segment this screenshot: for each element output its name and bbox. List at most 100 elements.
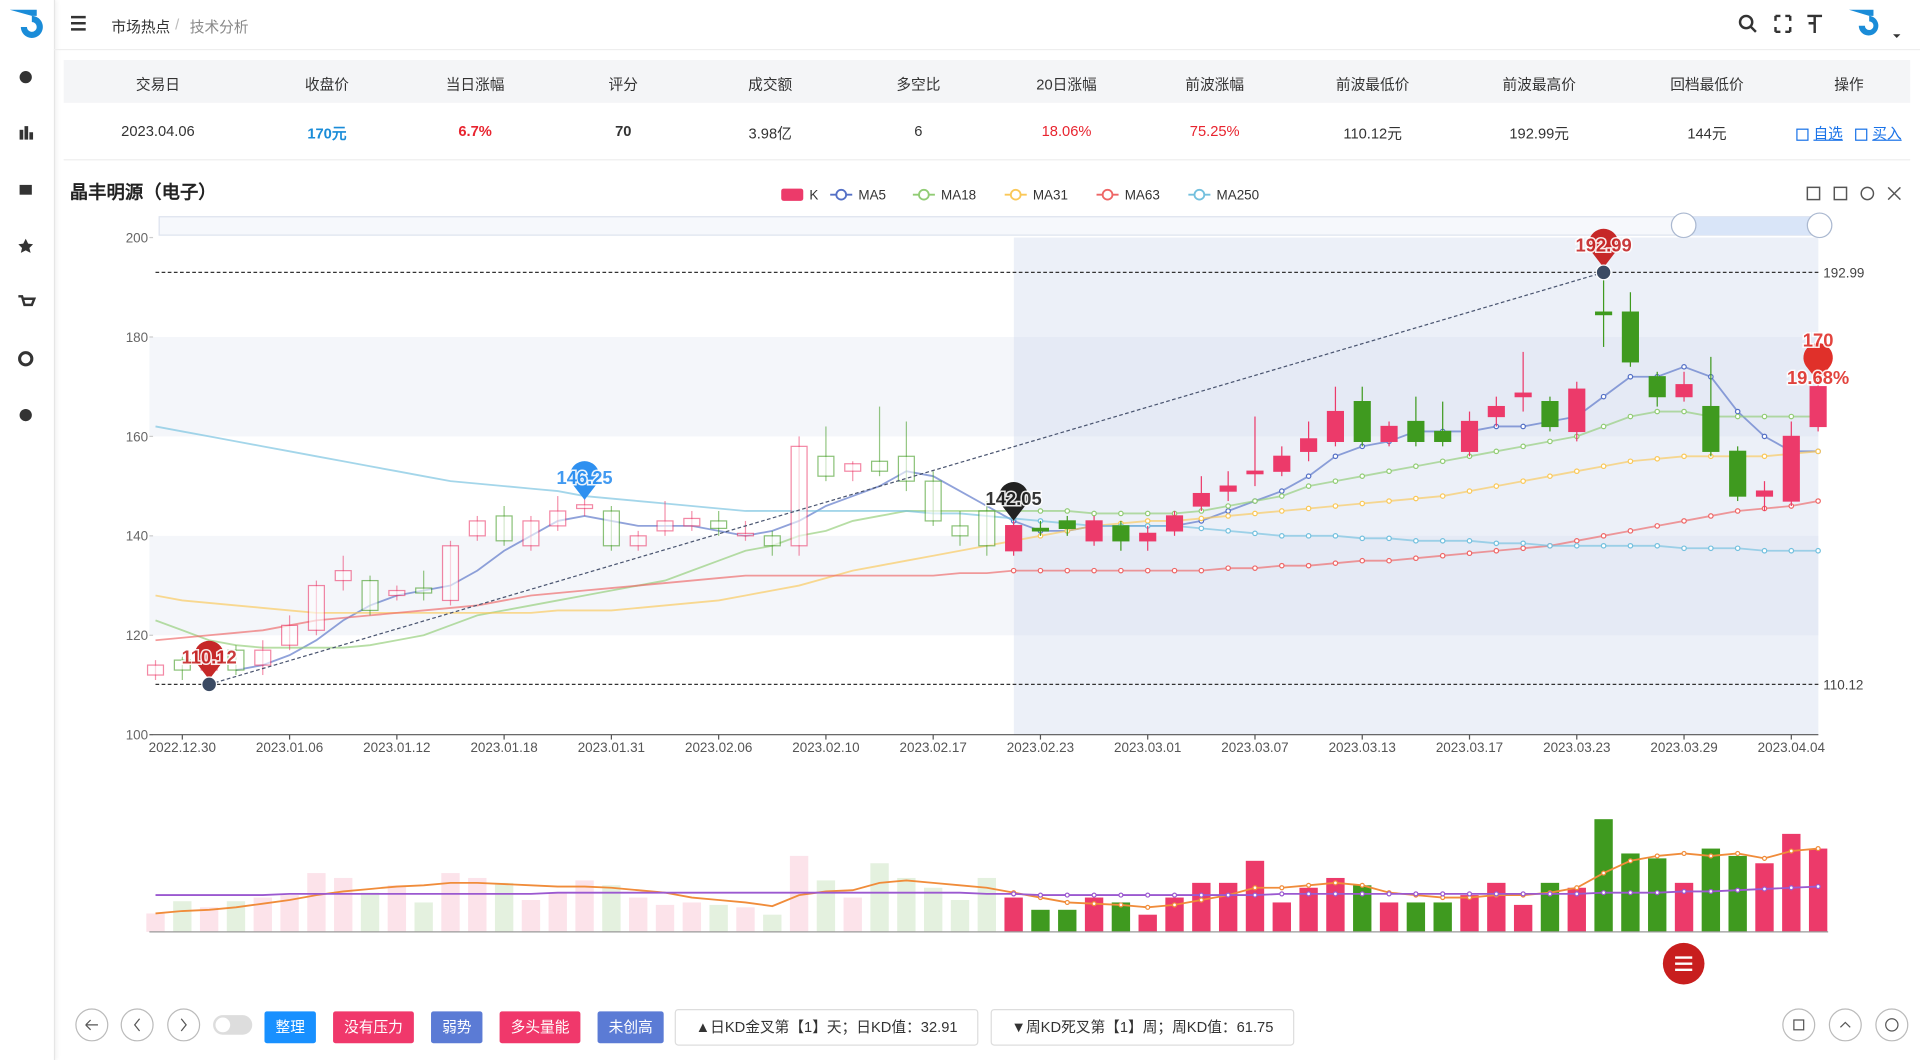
volume-bar bbox=[387, 885, 407, 932]
cell: 170元 bbox=[307, 124, 347, 143]
datazoom-handle[interactable] bbox=[1670, 212, 1697, 239]
marker-pin bbox=[1588, 228, 1619, 268]
volume-ma-point bbox=[1332, 891, 1339, 897]
datazoom-track[interactable] bbox=[158, 216, 1819, 236]
ma-point bbox=[1761, 547, 1768, 554]
volume-ma-point bbox=[1145, 904, 1151, 910]
zoom-tool[interactable] bbox=[1806, 186, 1821, 201]
volume-bar bbox=[1218, 882, 1238, 932]
ma-point bbox=[1600, 393, 1607, 400]
candle-body bbox=[1729, 450, 1747, 497]
marker-point bbox=[201, 676, 218, 693]
zoom-reset-tool[interactable] bbox=[1833, 186, 1848, 201]
card-icon[interactable] bbox=[19, 184, 32, 195]
volume-ma-point bbox=[1332, 880, 1339, 886]
globe-icon[interactable] bbox=[19, 71, 32, 84]
ma-point bbox=[1681, 363, 1687, 370]
legend-label: MA31 bbox=[1033, 188, 1068, 203]
ma-point bbox=[1788, 413, 1795, 420]
volume-ma-point bbox=[1547, 891, 1553, 897]
ma-point bbox=[1305, 533, 1312, 539]
candle-body bbox=[415, 587, 433, 594]
ma-point bbox=[1734, 508, 1741, 514]
copy-button[interactable] bbox=[1782, 1008, 1816, 1042]
search-icon[interactable] bbox=[1738, 14, 1754, 30]
logo[interactable] bbox=[9, 9, 43, 38]
marker-label: 142.05 bbox=[986, 488, 1042, 509]
tag[interactable]: 未创高 bbox=[597, 1011, 664, 1044]
next-button[interactable] bbox=[167, 1008, 201, 1042]
volume-bar bbox=[280, 895, 299, 932]
star-icon[interactable] bbox=[18, 238, 34, 253]
candle-body bbox=[1648, 376, 1666, 398]
first-button[interactable] bbox=[75, 1008, 109, 1042]
breadcrumb-separator: / bbox=[175, 15, 180, 34]
volume-bar bbox=[521, 900, 541, 932]
cart-icon[interactable] bbox=[18, 295, 37, 307]
tag[interactable]: 没有压力 bbox=[333, 1011, 414, 1044]
save-tool[interactable] bbox=[1887, 186, 1901, 201]
ma-point bbox=[1654, 408, 1661, 415]
ma-point bbox=[1547, 542, 1553, 549]
ma-point bbox=[1627, 413, 1634, 420]
candle-body bbox=[1541, 400, 1559, 428]
ma-point bbox=[1118, 567, 1124, 574]
restore-tool[interactable] bbox=[1860, 186, 1875, 201]
column-header: 前波最高价 bbox=[1502, 75, 1576, 94]
target-icon[interactable] bbox=[18, 351, 34, 367]
volume-bar bbox=[1567, 887, 1586, 932]
volume-bar bbox=[1031, 909, 1050, 932]
ma-point bbox=[1761, 433, 1768, 440]
legend-swatch bbox=[1009, 188, 1022, 201]
column-header: 当日涨幅 bbox=[445, 75, 505, 94]
x-tick-label: 2023.02.06 bbox=[685, 740, 752, 755]
action-link[interactable]: 自选 bbox=[1813, 124, 1843, 143]
cell: 75.25% bbox=[1189, 122, 1240, 140]
volume-bar bbox=[1004, 897, 1023, 932]
ma-point bbox=[1144, 518, 1151, 524]
ma-point bbox=[1627, 373, 1634, 380]
cell: 6.7% bbox=[458, 122, 492, 140]
menu-icon[interactable] bbox=[71, 15, 86, 31]
candle-body bbox=[1112, 525, 1130, 542]
y-tick-label: 100 bbox=[126, 728, 148, 743]
ma-point bbox=[1708, 545, 1714, 552]
tag[interactable]: 多头量能 bbox=[499, 1011, 581, 1044]
ma-point bbox=[1573, 537, 1580, 544]
column-header: 操作 bbox=[1834, 75, 1864, 94]
datazoom-window[interactable] bbox=[1683, 216, 1819, 236]
candle-body bbox=[1273, 455, 1291, 472]
ma-point bbox=[1520, 478, 1526, 484]
ma-point bbox=[1627, 542, 1634, 549]
header-icons bbox=[71, 9, 1901, 38]
fullscreen-icon[interactable] bbox=[1774, 14, 1792, 34]
volume-ma-point bbox=[1761, 855, 1768, 861]
candle-body bbox=[146, 664, 165, 676]
bar-icon[interactable] bbox=[19, 129, 24, 140]
x-tick-label: 2023.01.18 bbox=[470, 740, 537, 755]
breadcrumb[interactable]: 市场热点 bbox=[111, 18, 171, 36]
up-button[interactable] bbox=[1828, 1008, 1862, 1042]
split-area bbox=[149, 535, 1819, 636]
candle-body bbox=[817, 455, 835, 477]
prev-button[interactable] bbox=[120, 1008, 154, 1042]
column-header: 多空比 bbox=[896, 75, 941, 94]
ma-point bbox=[1225, 503, 1231, 509]
candle-body bbox=[790, 445, 808, 547]
x-tick-label: 2023.03.17 bbox=[1436, 740, 1503, 755]
tag[interactable]: 整理 bbox=[264, 1011, 316, 1044]
ma-point bbox=[1305, 473, 1312, 479]
side-icons bbox=[9, 9, 43, 422]
candle-body bbox=[1058, 520, 1076, 529]
action-link[interactable]: 买入 bbox=[1872, 124, 1902, 143]
volume-ma-point bbox=[1413, 891, 1419, 897]
candle-body bbox=[1809, 386, 1827, 428]
tag[interactable]: 弱势 bbox=[431, 1011, 483, 1044]
dashboard-icon[interactable] bbox=[19, 408, 32, 422]
font-icon[interactable] bbox=[1807, 14, 1823, 34]
avatar[interactable] bbox=[1848, 9, 1879, 36]
refresh-button[interactable] bbox=[1875, 1008, 1909, 1042]
datazoom-handle[interactable] bbox=[1806, 212, 1833, 239]
volume-bar bbox=[1111, 902, 1131, 932]
